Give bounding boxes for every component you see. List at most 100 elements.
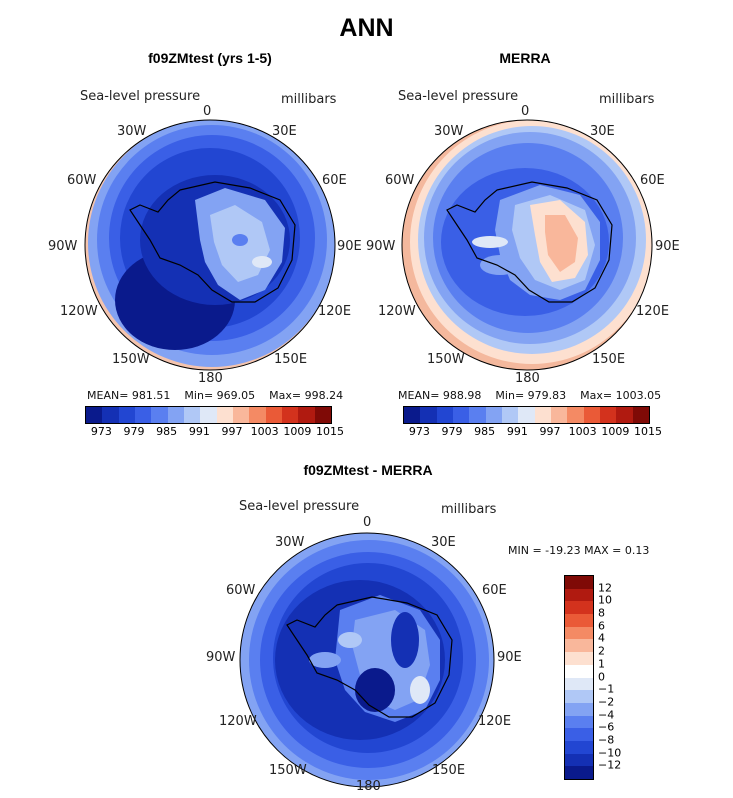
lon-label-180: 180 xyxy=(356,779,381,794)
lon-label-60w: 60W xyxy=(67,173,97,188)
colorbar-swatch xyxy=(565,576,593,589)
colorbar-tick-label: 973 xyxy=(90,425,112,438)
colorbar-swatch xyxy=(567,407,584,423)
colorbar-swatch xyxy=(200,407,217,423)
max-label: Max= xyxy=(269,389,302,402)
panel-obs-variable: Sea-level pressure xyxy=(398,89,519,104)
lon-label-60w: 60W xyxy=(385,173,415,188)
colorbar-swatch xyxy=(565,690,593,703)
colorbar-swatch xyxy=(167,407,184,423)
colorbar-swatch xyxy=(518,407,535,423)
panel-diff-title: f09ZMtest - MERRA xyxy=(303,462,433,478)
max-label: Max= xyxy=(580,389,613,402)
lon-label-30e: 30E xyxy=(590,124,615,139)
lon-label-150w: 150W xyxy=(269,763,307,778)
colorbar-swatch xyxy=(565,614,593,627)
lon-label-30e: 30E xyxy=(431,535,456,550)
colorbar-swatch xyxy=(485,407,502,423)
colorbar-swatch xyxy=(565,639,593,653)
lon-label-120e: 120E xyxy=(636,304,670,319)
colorbar-tick-label: 8 xyxy=(598,606,605,620)
lon-label-60e: 60E xyxy=(322,173,347,188)
colorbar-swatch xyxy=(565,601,593,615)
colorbar-tick-label: 997 xyxy=(221,425,243,438)
lon-label-30w: 30W xyxy=(275,535,305,550)
panel-obs-colorbar-ticks: 973 979 985 991 997 1003 1009 1015 xyxy=(403,425,662,439)
colorbar-tick-label: −8 xyxy=(598,733,615,747)
colorbar-swatch xyxy=(565,588,593,602)
mean-value: 981.51 xyxy=(131,389,171,402)
figure-title: ANN xyxy=(339,14,394,42)
lon-label-180: 180 xyxy=(198,371,223,386)
lon-label-0: 0 xyxy=(521,104,530,119)
colorbar-swatch xyxy=(265,407,282,423)
colorbar-swatch xyxy=(469,407,486,423)
colorbar-swatch xyxy=(565,740,593,754)
lon-label-90e: 90E xyxy=(337,239,362,254)
colorbar-swatch xyxy=(118,407,135,423)
colorbar-tick-label: 0 xyxy=(598,670,605,683)
colorbar-tick-label: 1015 xyxy=(634,425,662,438)
colorbar-tick-label: 12 xyxy=(598,581,612,595)
lon-label-30w: 30W xyxy=(434,124,464,139)
colorbar-tick-label: 1003 xyxy=(568,425,597,438)
lon-label-120e: 120E xyxy=(478,714,512,729)
panel-diff-variable: Sea-level pressure xyxy=(239,499,360,514)
lon-label-60e: 60E xyxy=(640,173,665,188)
lon-label-60w: 60W xyxy=(226,583,256,598)
lon-label-0: 0 xyxy=(363,515,372,530)
lon-label-150w: 150W xyxy=(112,352,150,367)
colorbar-tick-label: 991 xyxy=(506,425,528,438)
colorbar-tick-label: 1009 xyxy=(601,425,630,438)
colorbar-swatch xyxy=(565,652,593,665)
colorbar-swatch xyxy=(404,407,421,423)
lon-label-90w: 90W xyxy=(206,650,236,665)
colorbar-tick-label: 997 xyxy=(539,425,561,438)
max-value: 1003.05 xyxy=(615,389,662,402)
colorbar-swatch xyxy=(565,626,593,640)
mean-label: MEAN= xyxy=(87,389,129,402)
colorbar-tick-label: 979 xyxy=(441,425,463,438)
colorbar-tick-label: 985 xyxy=(474,425,496,438)
colorbar-swatch xyxy=(249,407,266,423)
colorbar-tick-label: 1015 xyxy=(316,425,344,438)
colorbar-tick-label: −4 xyxy=(598,708,615,722)
colorbar-swatch xyxy=(565,715,593,729)
colorbar-tick-label: −6 xyxy=(598,720,615,734)
lon-label-90w: 90W xyxy=(48,239,78,254)
lon-label-30e: 30E xyxy=(272,124,297,139)
colorbar-tick-label: 6 xyxy=(598,619,605,633)
colorbar-swatch xyxy=(232,407,250,423)
colorbar-tick-label: 979 xyxy=(123,425,145,438)
colorbar-swatch xyxy=(565,677,593,691)
lon-label-150e: 150E xyxy=(592,352,626,367)
colorbar-tick-label: −12 xyxy=(598,758,622,772)
colorbar-tick-label: 973 xyxy=(408,425,430,438)
colorbar-swatch xyxy=(102,407,119,423)
colorbar-tick-label: 2 xyxy=(598,644,605,658)
colorbar-swatch xyxy=(550,407,568,423)
colorbar-swatch xyxy=(151,407,168,423)
colorbar-swatch xyxy=(183,407,201,423)
colorbar-tick-label: −2 xyxy=(598,695,615,709)
colorbar-swatch xyxy=(632,407,649,423)
panel-diff-minmax: MIN = -19.23 MAX = 0.13 xyxy=(508,544,650,557)
panel-diff-units: millibars xyxy=(441,502,497,517)
colorbar-swatch xyxy=(565,753,593,767)
min-label: Min= xyxy=(184,389,214,402)
panel-diff-colorbar xyxy=(564,575,594,780)
colorbar-tick-label: 985 xyxy=(156,425,178,438)
lon-label-180: 180 xyxy=(515,371,540,386)
colorbar-swatch xyxy=(583,407,600,423)
lon-label-90w: 90W xyxy=(366,239,396,254)
lon-label-120w: 120W xyxy=(219,714,257,729)
panel-model-stats: MEAN= 981.51 Min= 969.05 Max= 998.24 xyxy=(87,389,343,402)
colorbar-swatch xyxy=(565,664,593,678)
colorbar-swatch xyxy=(599,407,617,423)
panel-diff-colorbar-ticks: 12 10 8 6 4 2 1 0 −1 −2 −4 −6 −8 −10 −12 xyxy=(598,575,638,778)
mean-value: 988.98 xyxy=(442,389,482,402)
colorbar-tick-label: 1003 xyxy=(250,425,279,438)
